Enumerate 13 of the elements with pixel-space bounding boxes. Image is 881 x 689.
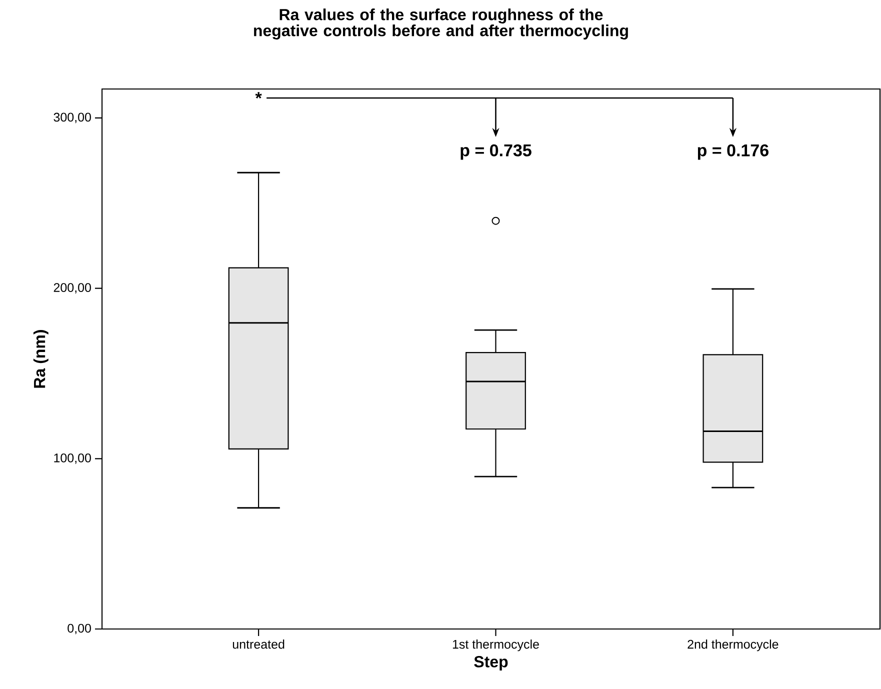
- chart-title: Ra values of the surface roughness of the negative controls before and after thermocycling: [254, 8, 628, 40]
- annotation: *: [255, 92, 262, 99]
- y-tick-label: 0,00: [68, 624, 91, 634]
- x-tick-label: 2nd thermocycle: [688, 640, 778, 652]
- x-axis-title: Step: [474, 656, 508, 671]
- y-tick-label: 100,00: [54, 453, 91, 464]
- y-tick-label: 300,00: [54, 112, 91, 124]
- y-tick-label: 200,00: [54, 283, 91, 294]
- annotation: p = 0.735: [460, 144, 532, 160]
- annotation: p = 0.176: [698, 144, 768, 160]
- y-axis-title: Ra (nm): [33, 330, 48, 388]
- x-tick-label: 1st thermocycle: [452, 640, 539, 652]
- x-tick-label: untreated: [232, 640, 284, 649]
